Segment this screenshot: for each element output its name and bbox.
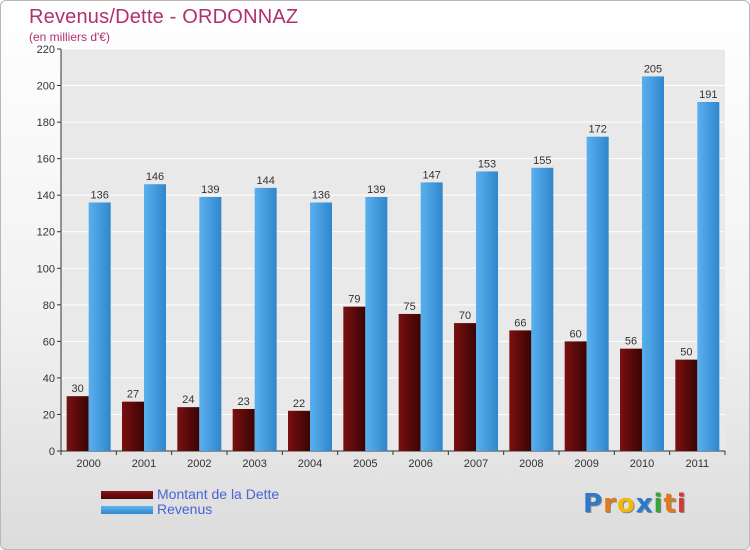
- data-label-dette: 60: [570, 328, 582, 340]
- data-label-revenus: 139: [201, 184, 219, 196]
- y-tick-label: 160: [37, 154, 55, 166]
- chart-subtitle: (en milliers d'€): [29, 30, 110, 44]
- bar-dette: [66, 396, 89, 451]
- x-tick-label: 2009: [574, 458, 598, 470]
- data-label-dette: 22: [293, 398, 305, 410]
- data-label-revenus: 146: [146, 171, 164, 183]
- data-label-dette: 56: [625, 336, 637, 348]
- x-tick-label: 2003: [242, 458, 266, 470]
- data-label-dette: 23: [238, 396, 250, 408]
- x-tick-label: 2004: [298, 458, 322, 470]
- bar-dette: [232, 408, 255, 451]
- bar-dette: [122, 401, 144, 451]
- y-tick-label: 100: [37, 263, 55, 275]
- data-label-dette: 66: [514, 317, 526, 329]
- x-tick-label: 2005: [353, 458, 377, 470]
- data-label-revenus: 136: [312, 189, 330, 201]
- logo-letter: t: [663, 489, 677, 519]
- data-label-dette: 50: [680, 347, 692, 359]
- data-label-revenus: 191: [699, 89, 717, 101]
- plot-area: [61, 49, 725, 451]
- logo-letter: x: [635, 489, 654, 519]
- data-label-revenus: 136: [90, 189, 108, 201]
- bar-revenus: [586, 136, 609, 451]
- y-tick-label: 40: [43, 373, 55, 385]
- bar-revenus: [254, 187, 277, 451]
- y-tick-label: 120: [37, 227, 55, 239]
- logo-letter: P: [583, 489, 604, 519]
- bar-dette: [288, 410, 310, 451]
- bar-dette: [398, 313, 421, 451]
- data-label-revenus: 147: [422, 169, 440, 181]
- bar-revenus: [476, 171, 498, 451]
- legend-swatch-dette: [101, 491, 153, 499]
- logo-letter: i: [676, 489, 687, 519]
- legend-label-dette: Montant de la Dette: [157, 486, 280, 502]
- y-tick-label: 220: [37, 44, 55, 56]
- x-tick-label: 2011: [686, 458, 710, 470]
- bar-dette: [509, 330, 532, 451]
- bar-revenus: [697, 101, 720, 451]
- y-tick-label: 0: [49, 446, 55, 458]
- bar-dette: [675, 359, 698, 451]
- bar-revenus: [531, 167, 554, 452]
- y-tick-label: 180: [37, 117, 55, 129]
- bar-dette: [177, 407, 200, 451]
- bar-revenus: [88, 202, 111, 451]
- y-tick-label: 20: [43, 409, 55, 421]
- data-label-revenus: 153: [478, 158, 496, 170]
- data-label-revenus: 144: [256, 175, 274, 187]
- bar-revenus: [310, 202, 332, 451]
- y-tick-label: 60: [43, 336, 55, 348]
- data-label-dette: 27: [127, 389, 139, 401]
- bar-revenus: [365, 197, 388, 451]
- data-label-revenus: 139: [367, 184, 385, 196]
- x-tick-label: 2010: [630, 458, 654, 470]
- y-tick-label: 200: [37, 81, 55, 93]
- bar-revenus: [642, 76, 664, 451]
- proxiti-logo: Proxiti: [583, 489, 687, 519]
- data-label-dette: 70: [459, 310, 471, 322]
- data-label-revenus: 205: [644, 63, 662, 75]
- bar-dette: [454, 323, 476, 451]
- x-tick-label: 2008: [519, 458, 543, 470]
- x-tick-label: 2001: [132, 458, 156, 470]
- data-label-dette: 75: [404, 301, 416, 313]
- data-label-dette: 24: [182, 394, 194, 406]
- y-tick-label: 80: [43, 300, 55, 312]
- data-label-dette: 30: [72, 383, 84, 395]
- chart-title: Revenus/Dette - ORDONNAZ: [29, 6, 299, 28]
- bar-revenus: [420, 182, 443, 451]
- bar-dette: [343, 306, 366, 451]
- x-tick-label: 2002: [187, 458, 211, 470]
- logo-letter: o: [616, 489, 636, 519]
- legend-swatch-revenus: [101, 506, 153, 514]
- data-label-dette: 79: [348, 294, 360, 306]
- bar-revenus: [144, 184, 166, 451]
- data-label-revenus: 172: [588, 124, 606, 136]
- y-tick-label: 140: [37, 190, 55, 202]
- bar-revenus: [199, 197, 222, 451]
- logo-letter: r: [603, 489, 617, 519]
- bar-dette: [564, 341, 587, 451]
- data-label-revenus: 155: [533, 155, 551, 167]
- x-tick-label: 2000: [76, 458, 100, 470]
- x-tick-label: 2007: [464, 458, 488, 470]
- x-tick-label: 2006: [408, 458, 432, 470]
- logo-letter: i: [653, 489, 664, 519]
- bar-dette: [620, 348, 642, 451]
- legend-label-revenus: Revenus: [157, 501, 213, 517]
